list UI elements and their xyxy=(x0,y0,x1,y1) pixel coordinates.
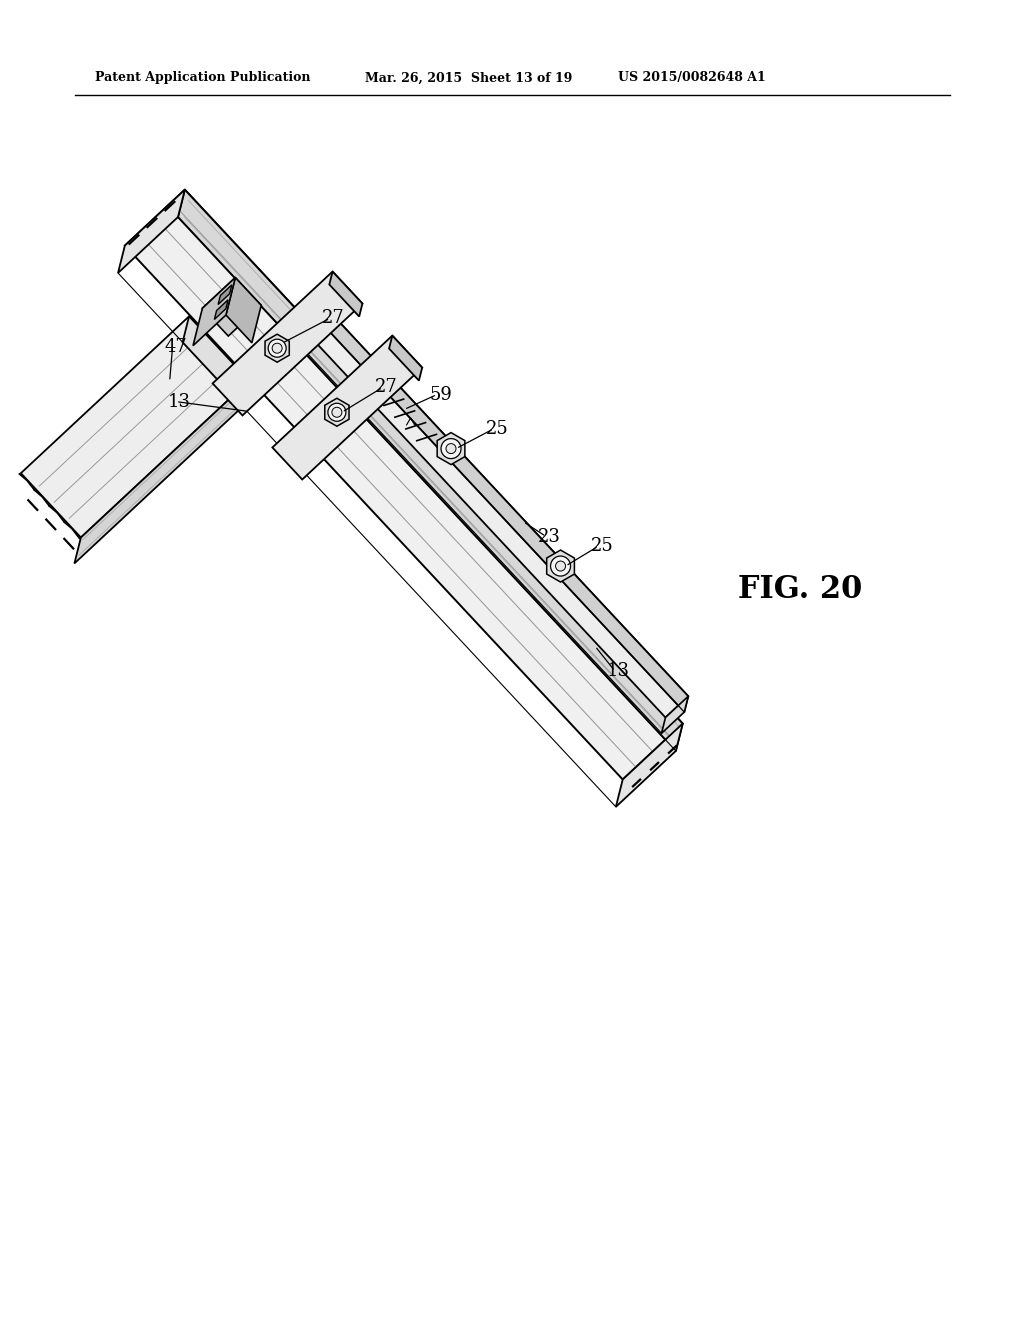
Polygon shape xyxy=(203,277,261,337)
Circle shape xyxy=(556,561,565,572)
Polygon shape xyxy=(321,306,688,711)
Circle shape xyxy=(328,404,346,421)
Circle shape xyxy=(446,444,456,454)
Text: 59: 59 xyxy=(429,385,452,404)
Polygon shape xyxy=(330,272,362,317)
Circle shape xyxy=(268,339,286,358)
Text: US 2015/0082648 A1: US 2015/0082648 A1 xyxy=(618,71,766,84)
Text: 13: 13 xyxy=(168,392,190,411)
Text: 13: 13 xyxy=(607,663,630,680)
Polygon shape xyxy=(302,306,688,718)
Polygon shape xyxy=(389,335,422,380)
Polygon shape xyxy=(265,334,289,362)
Text: 47: 47 xyxy=(165,338,187,355)
Polygon shape xyxy=(662,696,688,734)
Text: Patent Application Publication: Patent Application Publication xyxy=(95,71,310,84)
Polygon shape xyxy=(325,399,349,426)
Polygon shape xyxy=(125,190,683,780)
Text: 25: 25 xyxy=(486,420,509,438)
Circle shape xyxy=(272,343,283,354)
Polygon shape xyxy=(615,723,683,807)
Polygon shape xyxy=(75,380,249,564)
Polygon shape xyxy=(218,285,231,305)
Circle shape xyxy=(551,556,570,576)
Polygon shape xyxy=(194,277,236,346)
Polygon shape xyxy=(226,277,261,343)
Polygon shape xyxy=(272,335,422,479)
Polygon shape xyxy=(298,306,325,343)
Polygon shape xyxy=(214,300,228,319)
Polygon shape xyxy=(213,272,362,416)
Circle shape xyxy=(441,438,461,458)
Text: 27: 27 xyxy=(323,309,345,327)
Text: 27: 27 xyxy=(375,379,397,396)
Polygon shape xyxy=(547,550,574,582)
Text: Mar. 26, 2015  Sheet 13 of 19: Mar. 26, 2015 Sheet 13 of 19 xyxy=(365,71,572,84)
Polygon shape xyxy=(20,317,249,537)
Polygon shape xyxy=(437,433,465,465)
Text: 25: 25 xyxy=(591,537,613,554)
Polygon shape xyxy=(178,190,683,751)
Polygon shape xyxy=(118,190,184,273)
Text: FIG. 20: FIG. 20 xyxy=(738,574,862,606)
Polygon shape xyxy=(182,317,249,407)
Circle shape xyxy=(332,408,342,417)
Text: 23: 23 xyxy=(539,528,561,545)
